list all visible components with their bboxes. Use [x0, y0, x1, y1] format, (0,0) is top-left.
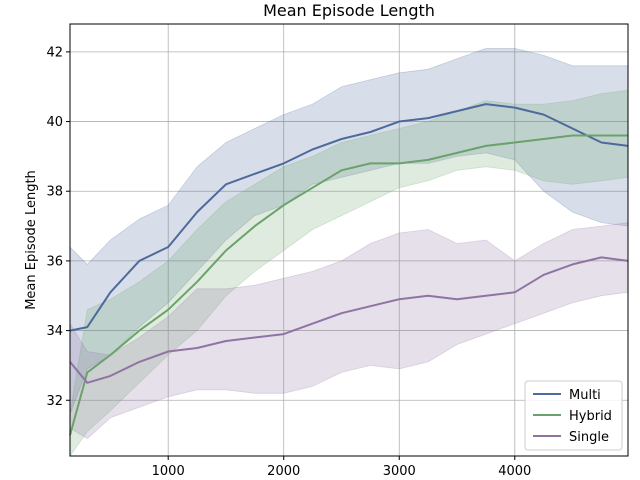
legend-label-hybrid: Hybrid — [569, 409, 612, 424]
x-tick-label: 4000 — [498, 464, 531, 479]
y-axis-label: Mean Episode Length — [24, 170, 39, 310]
y-tick-label: 40 — [46, 115, 63, 130]
y-tick-label: 42 — [46, 45, 63, 60]
y-tick-label: 32 — [46, 394, 63, 409]
x-tick-label: 2000 — [267, 464, 300, 479]
chart-title: Mean Episode Length — [263, 1, 435, 20]
grid — [70, 24, 628, 456]
x-tick-label: 3000 — [383, 464, 416, 479]
y-tick-label: 36 — [46, 254, 63, 269]
y-tick-label: 34 — [46, 324, 63, 339]
legend-label-single: Single — [569, 430, 609, 445]
series-lines — [69, 103, 629, 436]
plot-frame — [69, 23, 629, 457]
y-tick-label: 38 — [46, 185, 63, 200]
legend-box — [524, 380, 623, 451]
x-axis: 1000 2000 3000 4000 — [152, 456, 531, 479]
legend-label-multi: Multi — [569, 388, 601, 403]
legend: Multi Hybrid Single — [524, 380, 623, 451]
x-tick-label: 1000 — [152, 464, 185, 479]
y-axis: 32 34 36 38 40 42 — [46, 45, 70, 409]
